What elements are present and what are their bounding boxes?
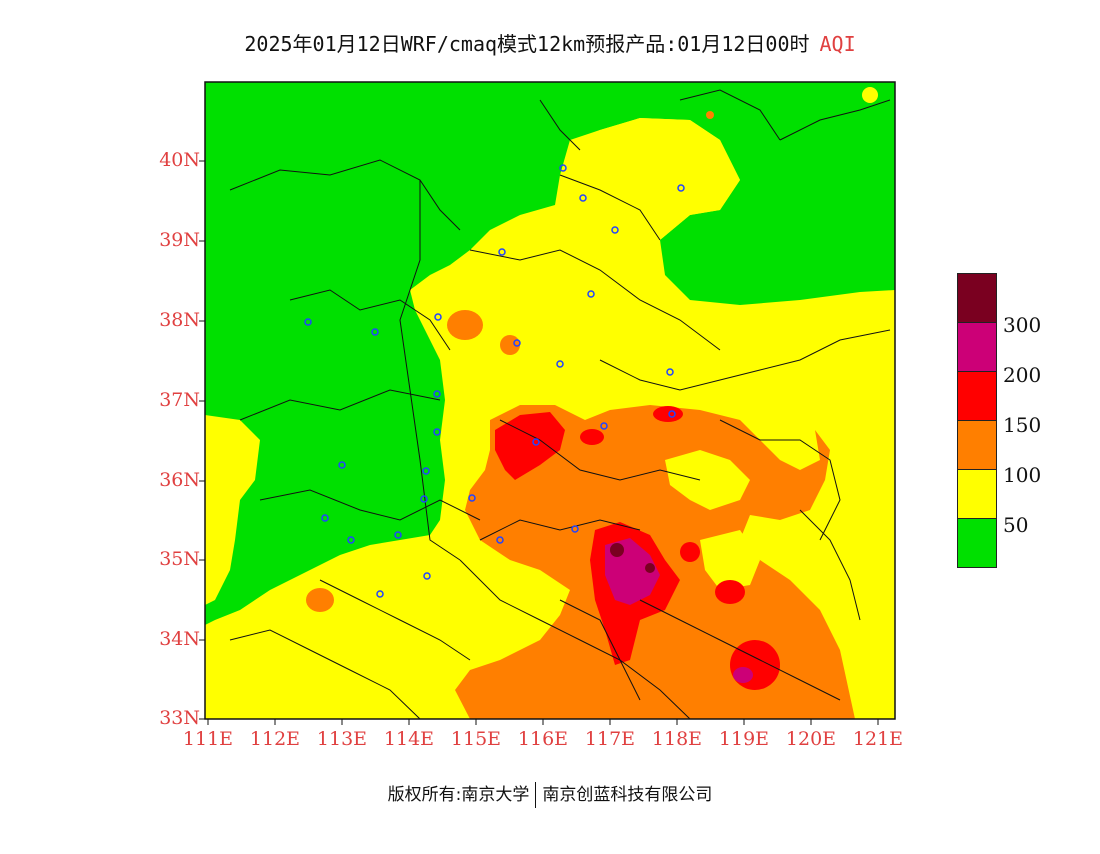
legend-swatch-very-unhealthy — [957, 322, 997, 372]
footer: 版权所有:南京大学 南京创蓝科技有限公司 — [0, 780, 1100, 808]
legend-swatch-moderate — [957, 469, 997, 519]
legend-swatch-good — [957, 518, 997, 568]
moderate-gap-2 — [700, 530, 760, 590]
hazardous-spot-1 — [610, 543, 624, 557]
moderate-gap-1 — [665, 450, 750, 510]
lon-label-121e: 121E — [852, 728, 904, 750]
lat-label-38n: 38N — [159, 309, 200, 331]
lon-label-117e: 117E — [584, 728, 636, 750]
legend-label-100: 100 — [1003, 463, 1042, 487]
admin-boundaries — [229, 89, 891, 719]
legend-swatch-unhealthy — [957, 371, 997, 421]
lat-label-40n: 40N — [159, 149, 200, 171]
unhealthy-spot-5 — [715, 580, 745, 604]
copyright-text: 版权所有:南京大学 — [387, 785, 530, 805]
unhealthy-spot-4 — [680, 542, 700, 562]
very-unhealthy-spot — [733, 667, 753, 683]
legend-swatch-usg — [957, 420, 997, 470]
usg-spot-3 — [306, 588, 334, 612]
usg-spot-1 — [447, 310, 483, 340]
lon-label-114e: 114E — [383, 728, 435, 750]
lon-label-113e: 113E — [316, 728, 368, 750]
unhealthy-spot-6 — [653, 406, 683, 422]
map-title: 2025年01月12日WRF/cmaq模式12km预报产品:01月12日00时 A… — [0, 28, 1100, 57]
city-markers — [304, 164, 685, 598]
moderate-zone-north-tongue — [560, 118, 740, 240]
color-legend — [957, 273, 997, 568]
lat-label-33n: 33N — [159, 707, 200, 729]
lon-label-115e: 115E — [450, 728, 502, 750]
lon-label-119e: 119E — [718, 728, 770, 750]
legend-label-200: 200 — [1003, 363, 1042, 387]
lat-label-34n: 34N — [159, 628, 200, 650]
company-text: 南京创蓝科技有限公司 — [542, 785, 713, 805]
footer-separator — [535, 782, 537, 808]
unhealthy-zone-1 — [495, 412, 565, 480]
lon-label-111e: 111E — [182, 728, 234, 750]
aqi-field — [205, 82, 895, 719]
lon-label-118e: 118E — [651, 728, 703, 750]
lat-label-39n: 39N — [159, 229, 200, 251]
lon-label-120e: 120E — [785, 728, 837, 750]
axis-ticks — [199, 160, 879, 725]
lon-label-112e: 112E — [249, 728, 301, 750]
good-zone-north — [205, 82, 895, 625]
lat-label-37n: 37N — [159, 389, 200, 411]
legend-label-50: 50 — [1003, 513, 1029, 537]
moderate-spot-ne — [862, 87, 878, 103]
legend-swatch-hazardous — [957, 273, 997, 323]
unhealthy-spot-3 — [730, 640, 780, 690]
legend-label-150: 150 — [1003, 413, 1042, 437]
lat-label-36n: 36N — [159, 469, 200, 491]
lat-label-35n: 35N — [159, 548, 200, 570]
title-variable: AQI — [819, 32, 856, 56]
hazardous-spot-2 — [645, 563, 655, 573]
usg-spot-2 — [500, 335, 520, 355]
moderate-zone-west — [205, 415, 260, 605]
legend-label-300: 300 — [1003, 313, 1042, 337]
usg-spot-4 — [706, 111, 714, 119]
title-main: 2025年01月12日WRF/cmaq模式12km预报产品:01月12日00时 — [244, 32, 810, 56]
unhealthy-spot-7 — [580, 429, 604, 445]
lon-label-116e: 116E — [517, 728, 569, 750]
